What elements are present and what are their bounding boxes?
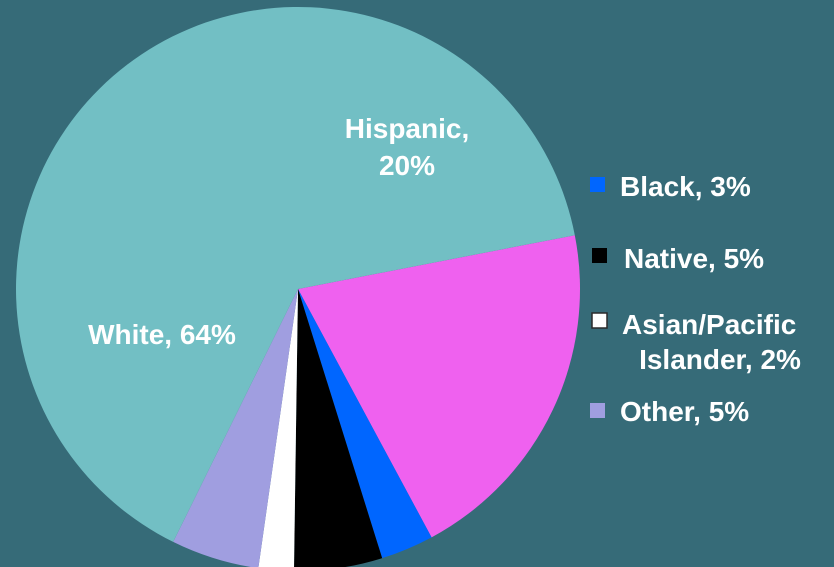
pie-slice-native [294,289,383,567]
legend-label-other: Other, 5% [620,396,749,427]
pie-slice-asian-pacific-islander [258,289,298,567]
legend-swatch-asian-pacific-islander [591,312,608,329]
pie-slice-black [298,289,432,559]
legend-label-asian-pacific-islander-line2: Islander, 2% [639,344,801,375]
legend-label-black: Black, 3% [620,171,751,202]
slice-label-white: White, 64% [88,319,236,350]
pie-slice-hispanic [298,235,581,538]
pie-slices [16,7,581,567]
legend-swatch-other [590,403,605,418]
slice-labels: Hispanic, 20% White, 64% [88,113,469,350]
slice-label-hispanic-value: 20% [379,150,435,181]
legend: Black, 3% Native, 5% Asian/Pacific Islander… [590,171,801,427]
legend-swatch-native [592,248,607,263]
slice-label-hispanic: Hispanic, [345,113,469,144]
legend-label-asian-pacific-islander: Asian/Pacific [622,309,796,340]
legend-swatch-black [590,177,605,192]
pie-slice-white [16,7,575,542]
pie-slice-other [173,289,298,567]
legend-label-native: Native, 5% [624,243,764,274]
